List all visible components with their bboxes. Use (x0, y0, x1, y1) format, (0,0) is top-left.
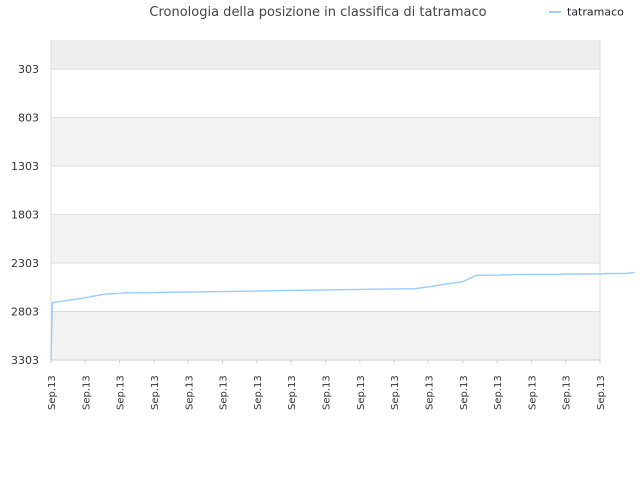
y-tick-label: 803 (18, 112, 39, 125)
plot-band (51, 69, 600, 118)
x-tick-label: Sep.13 (81, 375, 92, 410)
x-tick-label: Sep.13 (219, 375, 230, 410)
series-line-tatramaco (50, 271, 635, 361)
y-tick-label: 1303 (11, 160, 39, 173)
x-tick-label: Sep.13 (47, 375, 58, 410)
x-tick-label: Sep.13 (253, 375, 264, 410)
x-tick-label: Sep.13 (116, 375, 127, 410)
x-tick-label: Sep.13 (562, 375, 573, 410)
y-tick-label: 303 (18, 63, 39, 76)
plot-band (51, 263, 600, 312)
y-tick-label: 3303 (11, 354, 39, 367)
y-tick-label: 1803 (11, 209, 39, 222)
y-tick-label: 2803 (11, 306, 39, 319)
y-tick-label: 2303 (11, 257, 39, 270)
x-tick-label: Sep.13 (390, 375, 401, 410)
x-tick-label: Sep.13 (493, 375, 504, 410)
plot-band (51, 117, 600, 167)
x-tick-label: Sep.13 (184, 375, 195, 410)
plot-band (51, 166, 600, 215)
x-tick-label: Sep.13 (596, 375, 607, 410)
x-tick-label: Sep.13 (356, 375, 367, 410)
legend: tatramaco (549, 6, 624, 19)
y-axis-ticks: 3303 2803 2303 1803 1303 803 303 (11, 63, 39, 367)
legend-label-tatramaco: tatramaco (567, 6, 624, 19)
plot-background-bands (51, 40, 600, 360)
x-tick-label: Sep.13 (459, 375, 470, 410)
plot-band (51, 311, 600, 360)
x-axis-ticks: Sep.13 Sep.13 Sep.13 Sep.13 Sep.13 Sep.13 Sep.… (47, 360, 607, 410)
x-tick-label: Sep.13 (150, 375, 161, 410)
x-tick-label: Sep.13 (424, 375, 435, 410)
x-tick-label: Sep.13 (527, 375, 538, 410)
plot-band (51, 214, 600, 264)
series-layer (50, 271, 635, 361)
x-tick-label: Sep.13 (322, 375, 333, 410)
plot-band (51, 40, 600, 70)
chart-title: Cronologia della posizione in classifica… (149, 5, 486, 20)
x-tick-label: Sep.13 (287, 375, 298, 410)
